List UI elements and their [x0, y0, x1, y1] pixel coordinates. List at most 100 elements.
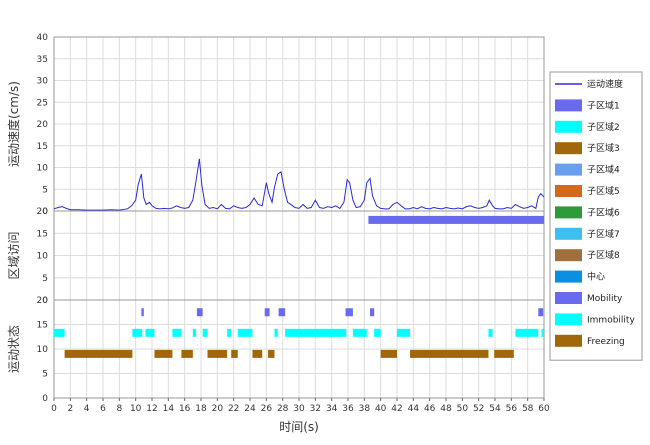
x-tick-label: 22: [228, 404, 239, 414]
x-tick-label: 52: [473, 404, 484, 414]
segment-freezing: [494, 349, 514, 358]
segment-freezing: [380, 349, 397, 358]
x-tick-label: 54: [489, 404, 501, 414]
segment-immobility: [172, 328, 182, 337]
x-tick-label: 42: [391, 404, 402, 414]
segment-freezing: [231, 349, 238, 358]
legend-label: Immobility: [587, 315, 635, 325]
x-axis-label: 时间(s): [279, 420, 319, 434]
x-tick-label: 24: [244, 404, 256, 414]
segment-mobility: [141, 308, 144, 317]
x-tick-label: 26: [261, 404, 273, 414]
x-tick-label: 58: [522, 404, 534, 414]
x-tick-label: 6: [100, 404, 106, 414]
x-tick-label: 20: [212, 404, 224, 414]
x-tick-label: 12: [146, 404, 157, 414]
segment-immobility: [192, 328, 197, 337]
y-tick-label: 5: [42, 185, 48, 195]
legend-label: Freezing: [587, 337, 625, 347]
y-tick-label: 15: [37, 321, 48, 331]
y-tick-label: 0: [42, 296, 48, 306]
legend-label: 子区域2: [587, 121, 620, 133]
y-tick-label: 10: [37, 345, 49, 355]
x-tick-label: 56: [506, 404, 518, 414]
segment-freezing: [181, 349, 193, 358]
x-tick-label: 36: [342, 404, 354, 414]
legend-swatch: [555, 120, 582, 133]
x-tick-label: 8: [116, 404, 122, 414]
y-tick-label: 20: [37, 207, 49, 217]
legend-label: 子区域7: [587, 228, 620, 240]
legend-label: 子区域3: [587, 142, 620, 154]
legend-label: Mobility: [587, 294, 623, 304]
segment-子区域1: [368, 215, 544, 224]
segment-freezing: [64, 349, 133, 358]
x-tick-label: 30: [293, 404, 305, 414]
y-tick-label: 20: [37, 120, 49, 130]
x-tick-label: 38: [359, 404, 371, 414]
legend-swatch: [555, 292, 582, 304]
segment-mobility: [370, 308, 375, 317]
legend-swatch: [555, 163, 582, 176]
x-tick-label: 2: [67, 404, 73, 414]
y-tick-label: 0: [42, 394, 48, 404]
y-tick-label: 0: [42, 207, 48, 217]
legend-swatch: [555, 227, 582, 240]
x-tick-label: 32: [310, 404, 321, 414]
segment-immobility: [237, 328, 253, 337]
segment-immobility: [274, 328, 278, 337]
segment-immobility: [145, 328, 155, 337]
legend-label: 子区域8: [587, 249, 620, 261]
x-tick-label: 16: [179, 404, 191, 414]
legend-label: 运动速度: [587, 78, 623, 90]
segment-immobility: [352, 328, 367, 337]
y-tick-label: 40: [37, 33, 49, 43]
legend-label: 子区域4: [587, 164, 620, 176]
x-tick-label: 40: [375, 404, 387, 414]
y-tick-label: 5: [42, 370, 48, 380]
legend-label: 子区域5: [587, 185, 620, 197]
segment-immobility: [54, 328, 65, 337]
segment-freezing: [207, 349, 228, 358]
segment-mobility: [345, 308, 353, 317]
legend-swatch: [555, 334, 582, 347]
segment-immobility: [488, 328, 493, 337]
legend-label: 子区域6: [587, 206, 620, 218]
legend-swatch: [555, 185, 582, 197]
legend-label: 中心: [587, 271, 605, 283]
legend-swatch: [555, 249, 582, 262]
segment-mobility: [264, 308, 270, 317]
legend-label: 子区域1: [587, 99, 620, 111]
x-tick-label: 14: [163, 404, 175, 414]
y-tick-label: 25: [37, 98, 48, 108]
legend-swatch: [555, 313, 582, 326]
y-tick-label: 10: [37, 164, 49, 174]
x-tick-label: 10: [130, 404, 142, 414]
x-tick-label: 44: [408, 404, 420, 414]
x-tick-label: 50: [457, 404, 469, 414]
segment-immobility: [397, 328, 411, 337]
segment-freezing: [267, 349, 275, 358]
segment-immobility: [202, 328, 208, 337]
y-tick-label: 30: [37, 77, 49, 87]
legend-swatch: [555, 270, 582, 283]
x-tick-label: 48: [440, 404, 452, 414]
segment-freezing: [410, 349, 489, 358]
segment-freezing: [154, 349, 173, 358]
y-tick-label: 5: [42, 274, 48, 284]
segment-immobility: [515, 328, 539, 337]
x-tick-label: 0: [51, 404, 57, 414]
y-tick-label: 20: [37, 296, 49, 306]
segment-immobility: [227, 328, 232, 337]
legend-swatch: [555, 142, 582, 155]
segment-immobility: [285, 328, 347, 337]
y-axis-label: 运动状态: [7, 325, 21, 373]
y-tick-label: 15: [37, 229, 48, 239]
x-tick-label: 18: [195, 404, 207, 414]
x-tick-label: 28: [277, 404, 289, 414]
segment-immobility: [541, 328, 544, 337]
y-axis-label: 区域访问: [7, 231, 21, 279]
y-axis-label: 运动速度(cm/s): [6, 81, 21, 167]
y-tick-label: 35: [37, 55, 48, 65]
y-tick-label: 10: [37, 252, 49, 262]
